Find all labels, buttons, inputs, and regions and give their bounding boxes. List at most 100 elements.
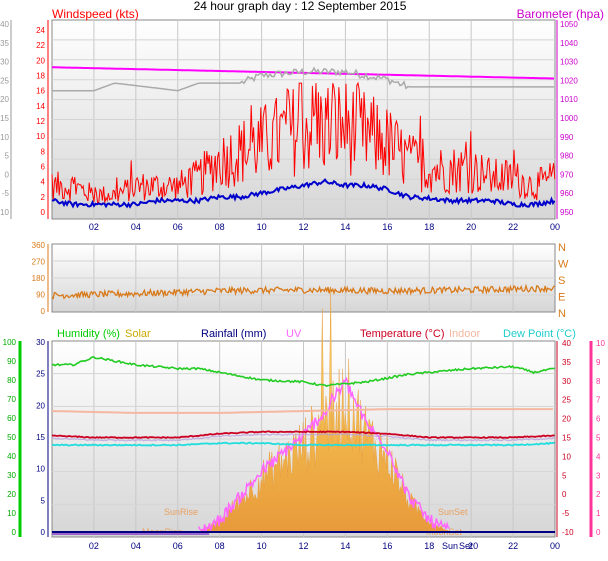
tick-humidity: 0 xyxy=(12,528,17,537)
x-tick-label-top: 22 xyxy=(508,222,518,232)
tick-rain: 15 xyxy=(36,433,45,442)
compass-label: N xyxy=(558,242,566,254)
x-tick-label-top: 14 xyxy=(340,222,350,232)
series-wind-average xyxy=(51,178,556,209)
tick-humidity: 50 xyxy=(7,433,16,442)
tick-baro: 980 xyxy=(560,152,574,161)
tick-gray: 10 xyxy=(0,133,9,142)
tick-humidity: 40 xyxy=(7,452,16,461)
series-gust-gray xyxy=(52,66,554,92)
compass-label: W xyxy=(558,259,569,271)
tick-temp: -10 xyxy=(562,528,574,537)
tick-wind: 10 xyxy=(36,132,45,141)
series-temperature xyxy=(51,430,555,439)
tick-baro: 1000 xyxy=(560,114,578,123)
legend-solar: Solar xyxy=(125,328,151,340)
tick-temp: 0 xyxy=(562,490,567,499)
annotation-sun: Sun xyxy=(442,541,458,551)
legend-indoor: Indoor xyxy=(449,328,481,340)
x-tick-label-top: 00 xyxy=(550,222,560,232)
x-tick-label-bottom: 10 xyxy=(257,541,267,551)
annotation-set: Set xyxy=(459,541,473,551)
x-tick-label-bottom: 02 xyxy=(89,541,99,551)
tick-baro: 1030 xyxy=(560,58,578,67)
tick-temp: 40 xyxy=(562,339,571,348)
series-direction xyxy=(51,283,556,300)
tick-gray: 20 xyxy=(0,95,9,104)
tick-baro: 950 xyxy=(560,208,574,217)
legend-rainfall: Rainfall (mm) xyxy=(201,328,266,340)
tick-uv: 9 xyxy=(596,358,601,367)
x-tick-label-top: 12 xyxy=(298,222,308,232)
tick-temp: -5 xyxy=(562,509,570,518)
compass-label: E xyxy=(558,292,565,304)
tick-wind: 0 xyxy=(41,208,46,217)
tick-rain: 25 xyxy=(36,370,45,379)
x-tick-label-bottom: 00 xyxy=(550,541,560,551)
tick-baro: 990 xyxy=(560,133,574,142)
tick-baro: 1050 xyxy=(560,20,578,29)
tick-temp: 10 xyxy=(562,452,571,461)
legend-barometer: Barometer (hpa) xyxy=(517,7,604,21)
tick-uv: 0 xyxy=(596,528,601,537)
tick-direction: 360 xyxy=(32,241,46,250)
tick-temp: 5 xyxy=(562,471,567,480)
tick-baro: 1020 xyxy=(560,76,578,85)
tick-uv: 4 xyxy=(596,452,601,461)
legend-humidity: Humidity (%) xyxy=(57,328,120,340)
tick-baro: 960 xyxy=(560,189,574,198)
tick-humidity: 60 xyxy=(7,414,16,423)
tick-humidity: 100 xyxy=(3,338,17,347)
tick-direction: 90 xyxy=(36,291,45,300)
tick-rain: 0 xyxy=(41,528,46,537)
tick-uv: 6 xyxy=(596,415,601,424)
tick-temp: 25 xyxy=(562,396,571,405)
tick-uv: 2 xyxy=(596,490,601,499)
series-dewpoint xyxy=(51,441,555,447)
tick-wind: 22 xyxy=(36,41,45,50)
tick-rain: 20 xyxy=(36,401,45,410)
tick-gray: 5 xyxy=(5,152,10,161)
series-humidity xyxy=(51,356,555,388)
tick-direction: 270 xyxy=(32,258,46,267)
x-tick-label-top: 10 xyxy=(257,222,267,232)
x-tick-label-top: 08 xyxy=(215,222,225,232)
annotation-sunset: SunSet xyxy=(438,507,468,517)
tick-gray: 0 xyxy=(5,170,10,179)
tick-gray: 15 xyxy=(0,114,9,123)
x-tick-label-top: 06 xyxy=(173,222,183,232)
x-tick-label-top: 04 xyxy=(131,222,141,232)
series-windspeed xyxy=(51,81,556,204)
legend-uv: UV xyxy=(286,328,302,340)
tick-wind: 20 xyxy=(36,56,45,65)
tick-wind: 12 xyxy=(36,117,45,126)
compass-label: N xyxy=(558,308,566,320)
tick-uv: 7 xyxy=(596,396,601,405)
tick-temp: 30 xyxy=(562,377,571,386)
tick-direction: 0 xyxy=(41,307,46,316)
tick-wind: 2 xyxy=(41,193,46,202)
tick-humidity: 90 xyxy=(7,357,16,366)
x-tick-label-bottom: 12 xyxy=(298,541,308,551)
tick-baro: 1040 xyxy=(560,39,578,48)
tick-uv: 5 xyxy=(596,434,601,443)
legend-windspeed: Windspeed (kts) xyxy=(52,7,139,21)
tick-gray: -10 xyxy=(0,208,10,217)
x-tick-label-bottom: 06 xyxy=(173,541,183,551)
tick-temp: 15 xyxy=(562,434,571,443)
series-apparent xyxy=(51,433,555,442)
tick-rain: 10 xyxy=(36,465,45,474)
chart-title: 24 hour graph day : 12 September 2015 xyxy=(194,0,407,13)
tick-wind: 18 xyxy=(36,72,45,81)
tick-gray: -5 xyxy=(2,189,10,198)
tick-gray: 25 xyxy=(0,76,9,85)
x-tick-label-top: 16 xyxy=(382,222,392,232)
tick-humidity: 80 xyxy=(7,376,16,385)
tick-wind: 24 xyxy=(36,26,45,35)
legend-dewpoint: Dew Point (°C) xyxy=(503,328,576,340)
tick-humidity: 10 xyxy=(7,509,16,518)
x-tick-label-top: 02 xyxy=(89,222,99,232)
tick-wind: 6 xyxy=(41,163,46,172)
